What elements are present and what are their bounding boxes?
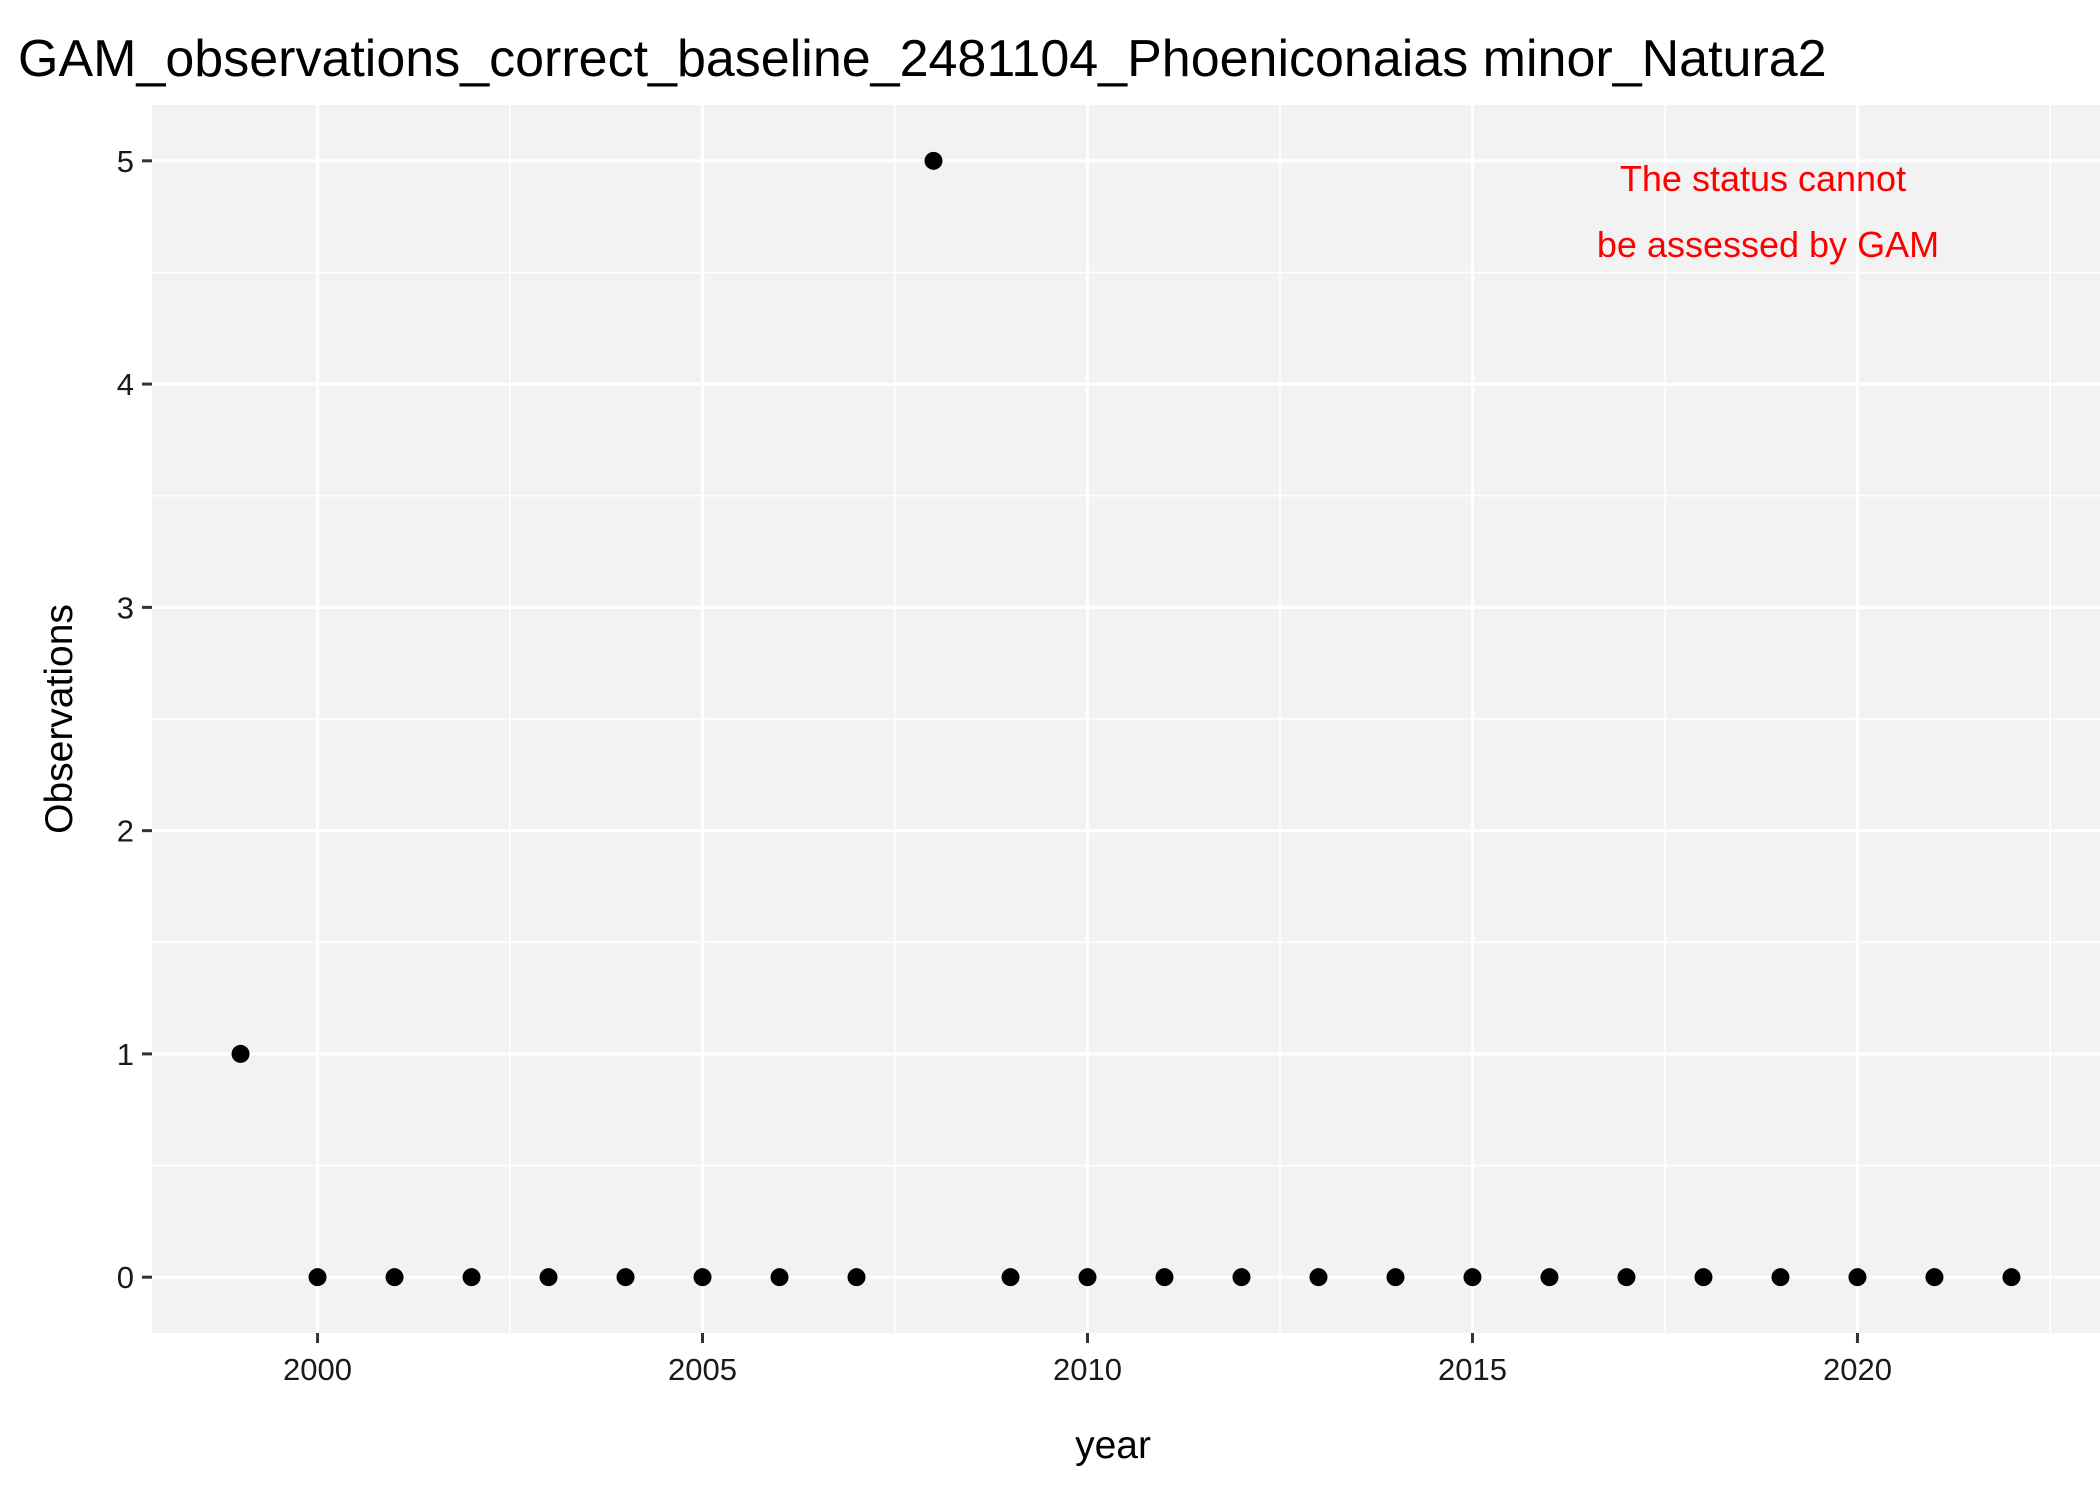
data-point [1386,1268,1405,1287]
data-point [1540,1268,1559,1287]
x-tick-label: 2010 [1053,1352,1122,1387]
data-point [1001,1268,1020,1287]
data-point [1078,1268,1097,1287]
data-point [693,1268,712,1287]
data-point [847,1268,866,1287]
x-tick-label: 2005 [668,1352,737,1387]
data-point [924,151,943,170]
data-point [770,1268,789,1287]
data-point [1232,1268,1251,1287]
data-point [385,1268,404,1287]
x-tick-label: 2000 [283,1352,352,1387]
chart-title: GAM_observations_correct_baseline_248110… [18,30,1827,88]
data-point [539,1268,558,1287]
x-tick-label: 2020 [1823,1352,1892,1387]
x-axis-title: year [1075,1424,1151,1467]
y-tick-label: 3 [117,590,134,625]
grid-minor [152,105,2100,1333]
y-tick-label: 1 [117,1037,134,1072]
y-axis-title: Observations [38,604,81,834]
annotation-line-2: be assessed by GAM [1597,224,1939,265]
data-point [1925,1268,1944,1287]
y-tick-label: 0 [117,1260,134,1295]
data-point [462,1268,481,1287]
y-axis: 0 1 2 3 4 5 [117,144,152,1295]
annotation-text: The status cannot be assessed by GAM [1597,158,1939,265]
x-tick-label: 2015 [1438,1352,1507,1387]
data-point [1848,1268,1867,1287]
data-point [2002,1268,2021,1287]
data-point [1694,1268,1713,1287]
data-point [231,1044,250,1063]
data-point [1617,1268,1636,1287]
data-point [1309,1268,1328,1287]
data-point [308,1268,327,1287]
data-point [1463,1268,1482,1287]
data-points [231,151,2021,1287]
data-point [1155,1268,1174,1287]
annotation-line-1: The status cannot [1620,158,1906,199]
data-point [616,1268,635,1287]
data-point [1771,1268,1790,1287]
y-tick-label: 4 [117,367,134,402]
y-tick-label: 2 [117,814,134,849]
x-axis: 2000 2005 2010 2015 2020 [283,1333,1892,1387]
y-tick-label: 5 [117,144,134,179]
